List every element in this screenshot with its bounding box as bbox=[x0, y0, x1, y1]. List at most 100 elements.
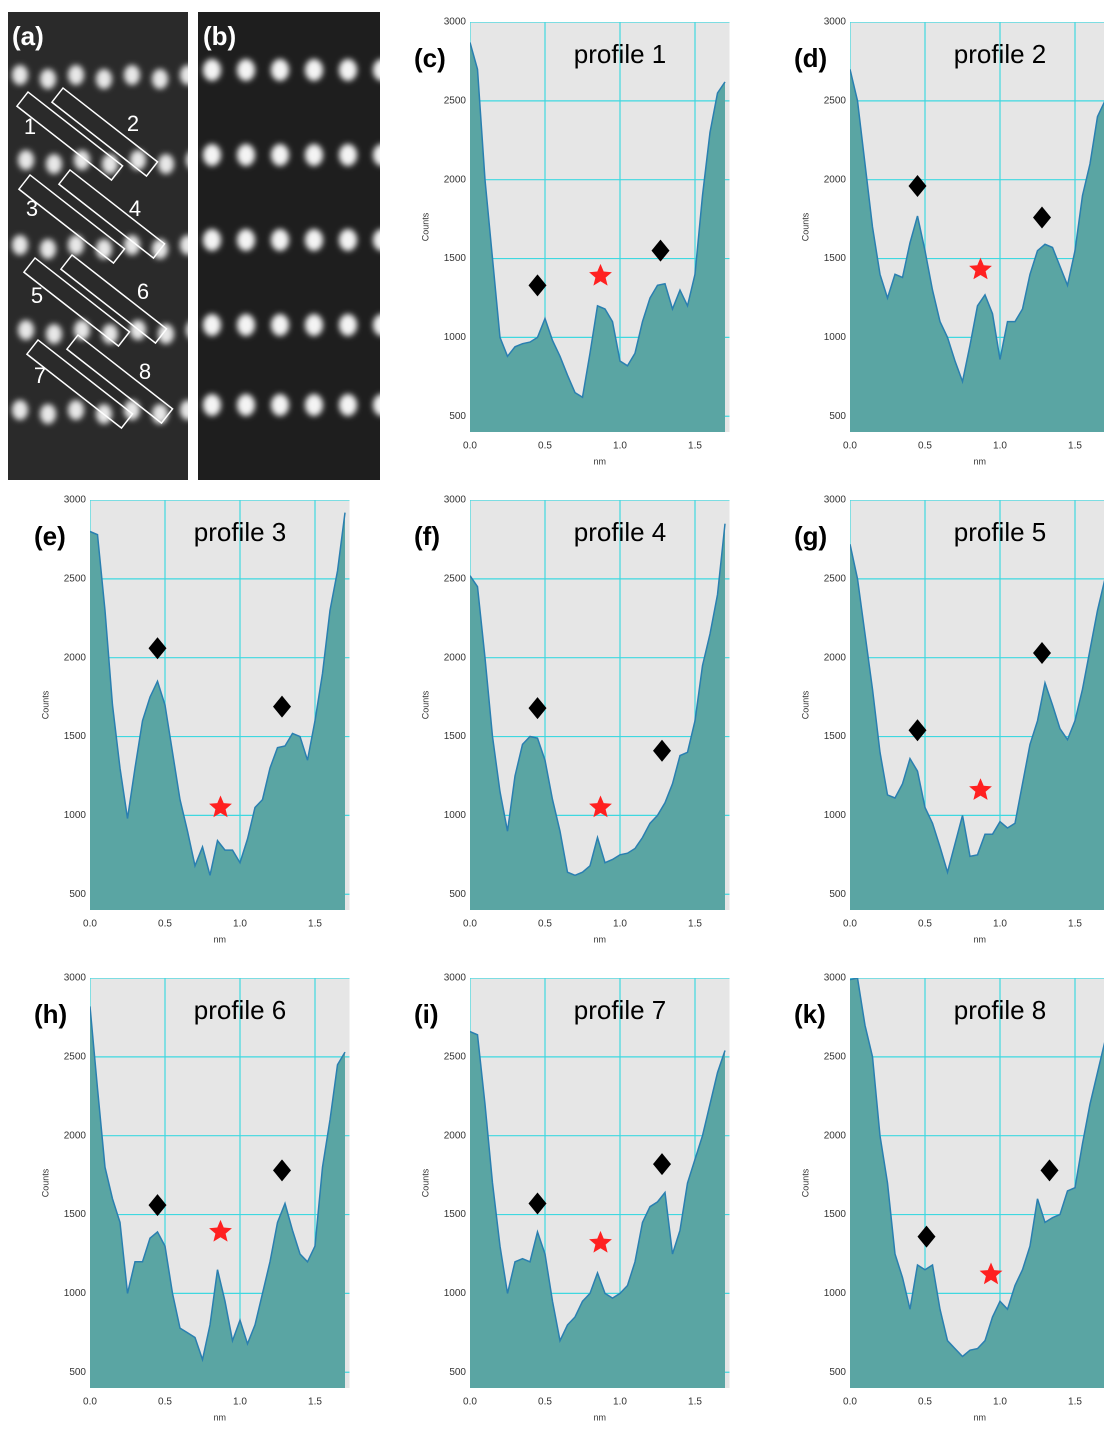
x-tick-label: 0.5 bbox=[918, 1397, 932, 1408]
atom bbox=[18, 320, 34, 340]
atom bbox=[305, 144, 323, 166]
profile-line bbox=[850, 69, 1104, 385]
y-tick-label: 2000 bbox=[444, 1130, 467, 1141]
panel-label: (h) bbox=[34, 999, 67, 1029]
x-tick-label: 1.5 bbox=[1068, 441, 1082, 452]
diamond-marker bbox=[528, 697, 547, 720]
atom bbox=[68, 235, 84, 255]
y-tick-label: 1500 bbox=[444, 1209, 467, 1220]
y-tick-label: 3000 bbox=[824, 973, 847, 984]
atom bbox=[68, 400, 84, 420]
y-tick-label: 2500 bbox=[444, 95, 467, 106]
profile-line bbox=[90, 512, 346, 876]
diamond-marker bbox=[653, 739, 671, 762]
area-fill bbox=[90, 512, 345, 910]
panel-label: (a) bbox=[12, 21, 44, 51]
region-box bbox=[17, 173, 126, 265]
atom bbox=[373, 394, 380, 416]
atom bbox=[271, 144, 289, 166]
atom bbox=[339, 144, 357, 166]
diamond-marker bbox=[528, 274, 547, 297]
plot bbox=[470, 978, 730, 1388]
x-tick-label: 1.0 bbox=[993, 919, 1007, 930]
y-tick-label: 1000 bbox=[824, 1288, 847, 1299]
atom bbox=[40, 69, 56, 89]
y-tick-label: 2000 bbox=[444, 174, 467, 185]
image-b-atoms bbox=[203, 59, 380, 416]
area-fill bbox=[470, 523, 725, 910]
profile-title: profile 2 bbox=[954, 39, 1047, 69]
atom bbox=[237, 314, 255, 336]
panel-label: (g) bbox=[794, 521, 827, 551]
x-tick-label: 1.5 bbox=[1068, 919, 1082, 930]
x-tick-label: 1.5 bbox=[308, 1397, 322, 1408]
y-tick-label: 1000 bbox=[64, 1288, 87, 1299]
area-fill bbox=[470, 42, 725, 432]
y-tick-label: 2000 bbox=[824, 1130, 847, 1141]
atom bbox=[271, 314, 289, 336]
x-axis-label: nm bbox=[973, 1412, 986, 1422]
x-tick-label: 0.5 bbox=[918, 919, 932, 930]
star-marker bbox=[589, 263, 612, 286]
region-box bbox=[59, 253, 168, 345]
atom bbox=[40, 239, 56, 259]
x-tick-label: 1.0 bbox=[993, 441, 1007, 452]
x-tick-label: 1.5 bbox=[1068, 1397, 1082, 1408]
y-tick-label: 2500 bbox=[824, 1051, 847, 1062]
atom bbox=[124, 235, 140, 255]
diamond-marker bbox=[653, 1153, 671, 1176]
y-tick-label: 1500 bbox=[824, 1209, 847, 1220]
plot bbox=[90, 500, 350, 910]
y-tick-label: 3000 bbox=[64, 973, 87, 984]
diamond-marker bbox=[917, 1225, 936, 1248]
plot bbox=[850, 500, 1104, 910]
x-tick-label: 0.0 bbox=[463, 441, 477, 452]
y-tick-label: 1500 bbox=[444, 253, 467, 264]
y-tick-label: 2000 bbox=[64, 1130, 87, 1141]
y-tick-label: 500 bbox=[449, 1367, 466, 1378]
y-tick-label: 500 bbox=[69, 1367, 86, 1378]
atom bbox=[12, 400, 28, 420]
x-axis-label: nm bbox=[593, 456, 606, 466]
region-box bbox=[50, 86, 159, 178]
y-tick-label: 3000 bbox=[824, 495, 847, 506]
y-tick-label: 2500 bbox=[824, 95, 847, 106]
y-axis-label: Counts bbox=[800, 690, 810, 719]
star-marker bbox=[209, 795, 232, 818]
x-tick-label: 0.0 bbox=[463, 1397, 477, 1408]
diamond-marker bbox=[148, 1194, 167, 1217]
plot bbox=[470, 22, 730, 432]
region-box bbox=[57, 168, 166, 260]
plot bbox=[470, 500, 730, 910]
y-tick-label: 1500 bbox=[824, 253, 847, 264]
region-box bbox=[25, 338, 134, 430]
x-axis-label: nm bbox=[213, 934, 226, 944]
atom bbox=[96, 69, 112, 89]
atom bbox=[12, 235, 28, 255]
star-marker bbox=[969, 257, 992, 280]
diamond-marker bbox=[273, 1159, 291, 1182]
atom bbox=[186, 153, 188, 167]
y-tick-label: 2000 bbox=[824, 174, 847, 185]
atom bbox=[130, 150, 146, 170]
atom bbox=[203, 59, 221, 81]
atom bbox=[124, 400, 140, 420]
region-number: 7 bbox=[34, 363, 46, 388]
x-tick-label: 1.0 bbox=[613, 919, 627, 930]
x-tick-label: 0.5 bbox=[918, 441, 932, 452]
diamond-marker bbox=[1033, 206, 1051, 229]
y-tick-label: 3000 bbox=[824, 17, 847, 28]
area-fill bbox=[850, 978, 1104, 1388]
y-tick-label: 1500 bbox=[64, 1209, 87, 1220]
area-fill bbox=[850, 544, 1104, 910]
region-number: 5 bbox=[31, 283, 43, 308]
diamond-marker bbox=[1033, 641, 1051, 664]
plot bbox=[90, 978, 350, 1388]
profile-title: profile 7 bbox=[574, 995, 667, 1025]
y-tick-label: 3000 bbox=[444, 495, 467, 506]
atom bbox=[180, 400, 188, 420]
panel-label: (d) bbox=[794, 43, 827, 73]
y-tick-label: 1500 bbox=[64, 731, 87, 742]
plot bbox=[850, 978, 1104, 1388]
atom bbox=[373, 314, 380, 336]
